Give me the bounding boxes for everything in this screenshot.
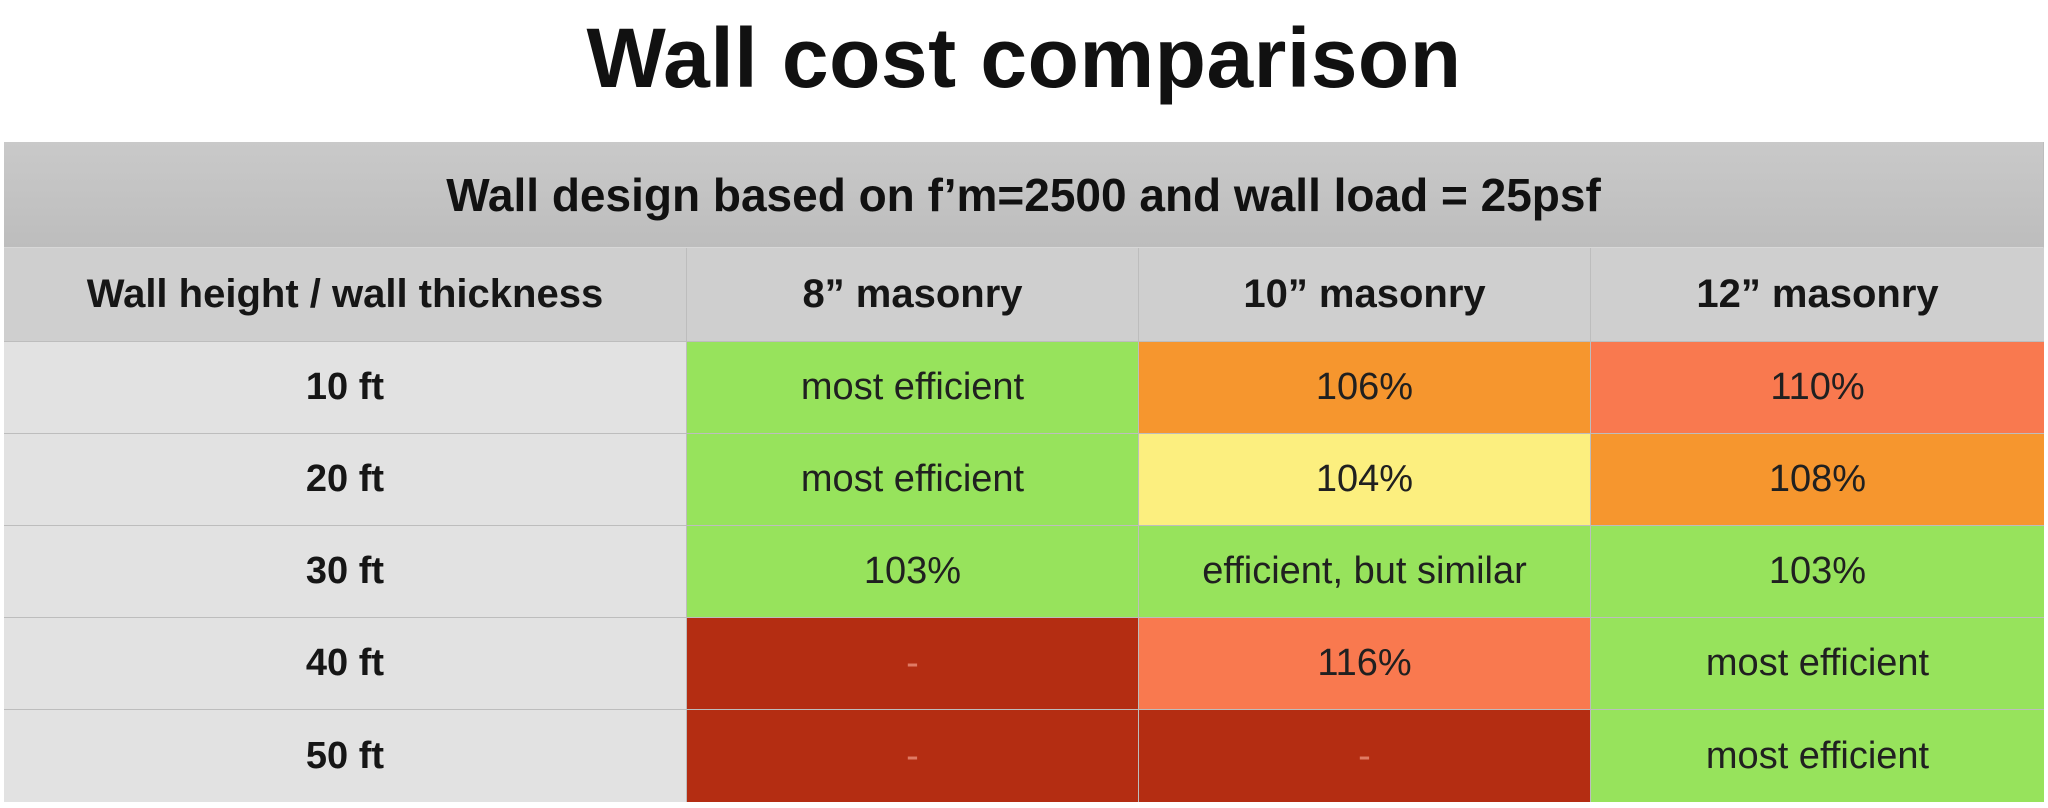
page-title: Wall cost comparison (586, 11, 1462, 105)
cell-50-ft-8in-masonry: - (687, 710, 1139, 802)
table-caption: Wall design based on f’m=2500 and wall l… (4, 142, 2044, 248)
cell-10-ft-10in-masonry: 106% (1139, 342, 1591, 434)
column-header-10in-masonry: 10” masonry (1139, 248, 1591, 342)
cell-20-ft-12in-masonry: 108% (1591, 434, 2044, 526)
cell-30-ft-8in-masonry: 103% (687, 526, 1139, 618)
cell-40-ft-12in-masonry: most efficient (1591, 618, 2044, 710)
cell-30-ft-10in-masonry: efficient, but similar (1139, 526, 1591, 618)
cost-comparison-table: Wall design based on f’m=2500 and wall l… (4, 142, 2044, 802)
cell-10-ft-8in-masonry: most efficient (687, 342, 1139, 434)
cell-20-ft-8in-masonry: most efficient (687, 434, 1139, 526)
cell-50-ft-10in-masonry: - (1139, 710, 1591, 802)
column-header-12in-masonry: 12” masonry (1591, 248, 2044, 342)
cell-30-ft-12in-masonry: 103% (1591, 526, 2044, 618)
row-label-10-ft: 10 ft (4, 342, 687, 434)
row-label-20-ft: 20 ft (4, 434, 687, 526)
row-label-30-ft: 30 ft (4, 526, 687, 618)
cell-40-ft-8in-masonry: - (687, 618, 1139, 710)
cell-20-ft-10in-masonry: 104% (1139, 434, 1591, 526)
column-header-wall-height: Wall height / wall thickness (4, 248, 687, 342)
row-label-40-ft: 40 ft (4, 618, 687, 710)
column-header-8in-masonry: 8” masonry (687, 248, 1139, 342)
cell-10-ft-12in-masonry: 110% (1591, 342, 2044, 434)
row-label-50-ft: 50 ft (4, 710, 687, 802)
cell-50-ft-12in-masonry: most efficient (1591, 710, 2044, 802)
cell-40-ft-10in-masonry: 116% (1139, 618, 1591, 710)
